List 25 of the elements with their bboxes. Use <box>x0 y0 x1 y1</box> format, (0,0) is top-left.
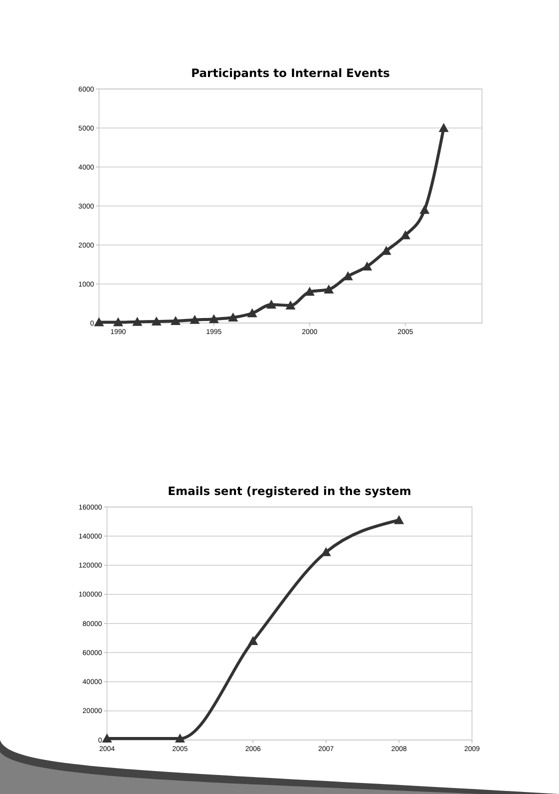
point <box>286 300 296 310</box>
point <box>394 515 404 524</box>
point <box>132 316 142 326</box>
point <box>362 261 372 270</box>
point <box>151 316 162 326</box>
point <box>113 317 124 326</box>
point <box>175 734 185 743</box>
point <box>190 314 200 324</box>
point <box>324 284 334 294</box>
point <box>438 123 449 132</box>
point <box>420 204 430 214</box>
point <box>170 316 181 326</box>
chart-title: Emails sent (registered in the system <box>168 484 412 498</box>
point <box>248 636 258 645</box>
point <box>400 230 410 240</box>
point <box>94 317 104 326</box>
point <box>102 734 112 743</box>
chart-title: Participants to Internal Events <box>191 66 390 80</box>
point <box>247 308 258 318</box>
point <box>304 286 315 296</box>
point <box>321 547 331 556</box>
point <box>208 314 219 324</box>
point <box>381 246 392 255</box>
point <box>228 312 238 322</box>
point <box>266 300 276 309</box>
